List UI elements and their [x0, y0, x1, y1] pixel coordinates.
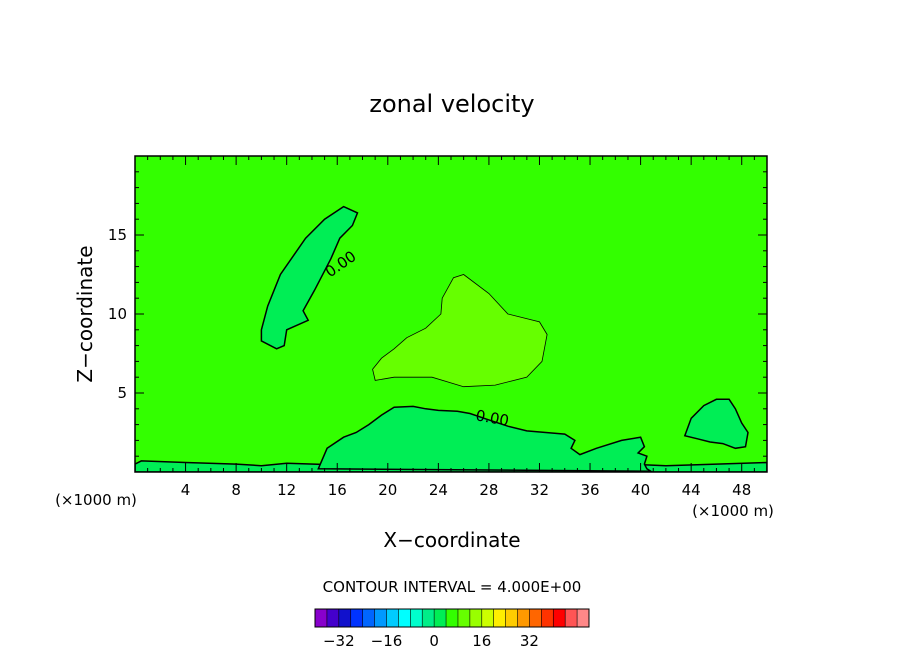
colorbar-tick-labels: −32 −16 0 16 32 [323, 632, 539, 650]
colorbar-swatch [422, 609, 435, 627]
colorbar-swatch [338, 609, 352, 627]
colorbar-swatch [434, 609, 447, 627]
x-axis-label: X−coordinate [383, 528, 520, 552]
colorbar-tick-label: 0 [429, 632, 439, 650]
colorbar-swatch [577, 609, 590, 627]
y-axis-ticks: 5 10 15 [108, 171, 767, 457]
colorbar-swatch [481, 609, 494, 627]
y-tick-label: 5 [117, 384, 127, 402]
x-axis-units-left: (×1000 m) [55, 491, 137, 509]
contour-region-5 [372, 274, 548, 388]
x-tick-label: 40 [631, 481, 650, 499]
contour-region-3 [317, 405, 654, 472]
colorbar-tick-label: −16 [371, 632, 403, 650]
colorbar-swatch [457, 609, 471, 627]
x-tick-label: 36 [580, 481, 599, 499]
chart-title: zonal velocity [369, 90, 534, 118]
x-tick-label: 44 [682, 481, 701, 499]
y-axis-label: Z−coordinate [73, 245, 97, 382]
y-tick-label: 10 [108, 305, 127, 323]
colorbar-swatch [410, 609, 423, 627]
contour-label-2: 0.00 [474, 406, 510, 430]
x-tick-label: 48 [732, 481, 751, 499]
contour-interval-text: CONTOUR INTERVAL = 4.000E+00 [323, 578, 582, 596]
x-tick-label: 28 [479, 481, 498, 499]
colorbar-tick-label: −32 [323, 632, 355, 650]
colorbar-frame [314, 608, 590, 628]
x-tick-label: 24 [429, 481, 448, 499]
colorbar-swatch [315, 609, 328, 627]
colorbar [314, 608, 590, 628]
x-tick-label: 16 [328, 481, 347, 499]
colorbar-swatch [374, 609, 387, 627]
colorbar-swatch [529, 609, 542, 627]
colorbar-swatch [386, 609, 399, 627]
x-tick-label: 12 [277, 481, 296, 499]
x-axis-units-right: (×1000 m) [692, 502, 774, 520]
colorbar-swatch [469, 609, 483, 627]
colorbar-swatch [517, 609, 530, 627]
colorbar-tick-label: 16 [472, 632, 491, 650]
contour-regions [135, 205, 767, 472]
y-tick-label: 15 [108, 226, 127, 244]
contour-region-4 [683, 398, 749, 450]
colorbar-swatch [350, 609, 363, 627]
colorbar-swatch [446, 609, 459, 627]
x-tick-label: 20 [378, 481, 397, 499]
x-axis-ticks: 4 8 12 16 20 24 28 32 36 40 44 48 [147, 156, 755, 499]
colorbar-swatch [326, 609, 340, 627]
colorbar-swatch [362, 609, 375, 627]
colorbar-swatch [493, 609, 506, 627]
x-tick-label: 4 [181, 481, 191, 499]
colorbar-swatch [553, 609, 566, 627]
x-tick-label: 32 [530, 481, 549, 499]
colorbar-swatch [398, 609, 411, 627]
colorbar-swatch [505, 609, 518, 627]
colorbar-swatch [565, 609, 578, 627]
contour-region-1 [260, 205, 359, 350]
x-tick-label: 8 [231, 481, 241, 499]
colorbar-swatch [541, 609, 554, 627]
colorbar-tick-label: 32 [520, 632, 539, 650]
